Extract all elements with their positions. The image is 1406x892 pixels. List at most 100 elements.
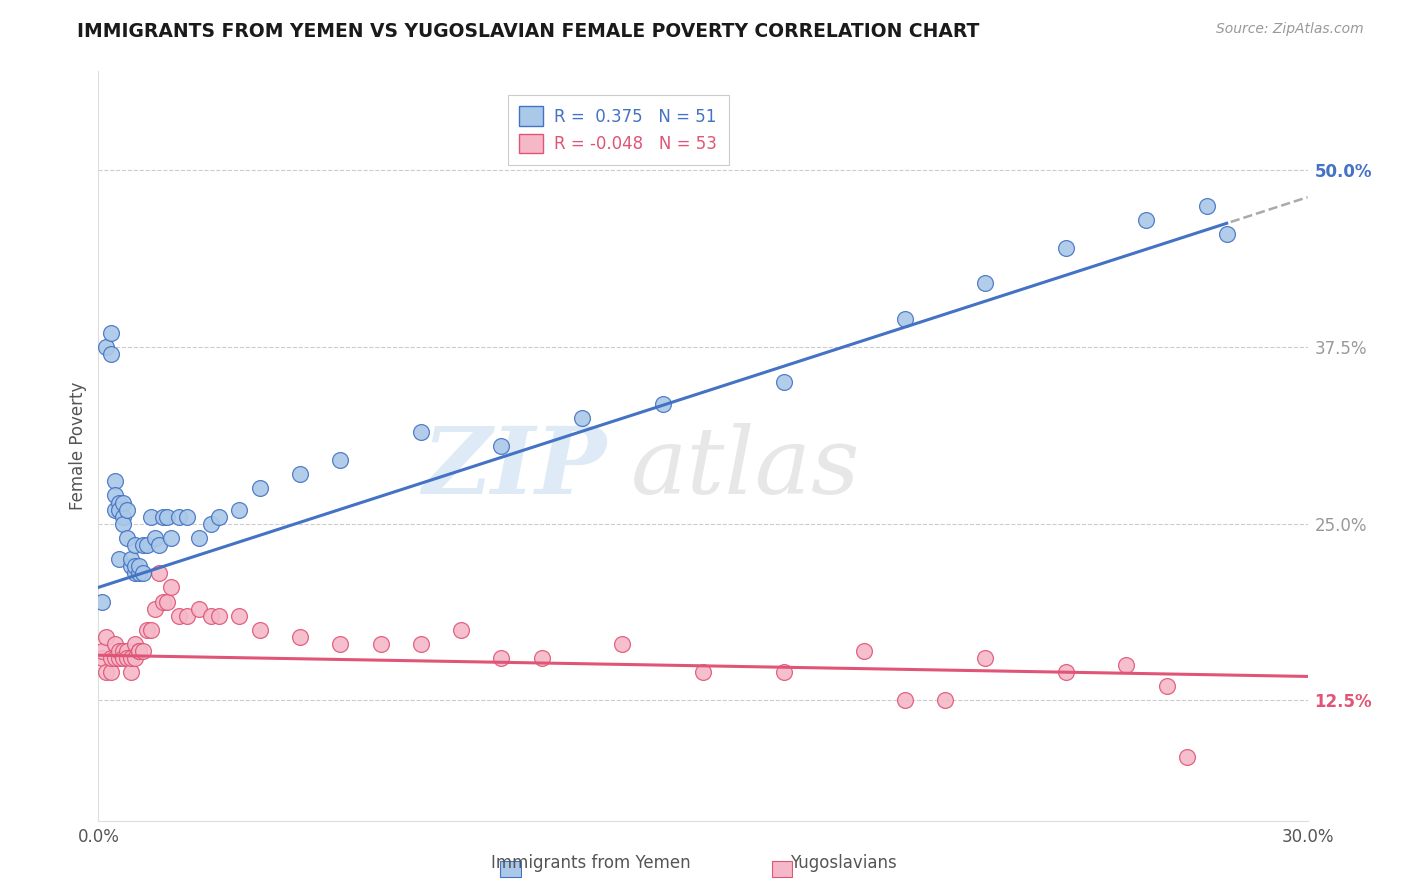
Point: [120, 665, 142, 680]
Point: [152, 509, 174, 524]
Point: [176, 608, 198, 623]
Point: [651, 396, 673, 410]
Point: [115, 531, 138, 545]
Bar: [772, 861, 792, 877]
Point: [103, 475, 125, 489]
Point: [107, 502, 129, 516]
Point: [135, 623, 157, 637]
Point: [156, 594, 179, 608]
Point: [772, 376, 794, 390]
Point: [124, 651, 146, 665]
Y-axis label: Female Poverty: Female Poverty: [69, 382, 87, 510]
Point: [249, 482, 271, 496]
Point: [96, 340, 118, 354]
Point: [124, 566, 146, 581]
Point: [974, 651, 997, 665]
Point: [124, 538, 146, 552]
Point: [107, 651, 129, 665]
Point: [128, 644, 150, 658]
Point: [288, 630, 311, 644]
Point: [143, 531, 166, 545]
Point: [115, 644, 138, 658]
Point: [228, 502, 250, 516]
Point: [124, 559, 146, 574]
Point: [612, 637, 634, 651]
Point: [148, 566, 170, 581]
Text: IMMIGRANTS FROM YEMEN VS YUGOSLAVIAN FEMALE POVERTY CORRELATION CHART: IMMIGRANTS FROM YEMEN VS YUGOSLAVIAN FEM…: [77, 22, 980, 41]
Point: [208, 509, 231, 524]
Point: [91, 651, 114, 665]
Point: [139, 623, 162, 637]
Text: ZIP: ZIP: [422, 424, 606, 514]
Point: [974, 277, 997, 291]
Point: [228, 608, 250, 623]
Text: Source: ZipAtlas.com: Source: ZipAtlas.com: [1216, 22, 1364, 37]
Point: [91, 594, 114, 608]
Point: [491, 651, 513, 665]
Point: [148, 538, 170, 552]
Point: [100, 651, 122, 665]
Text: Yugoslavians: Yugoslavians: [790, 855, 897, 872]
Point: [370, 637, 392, 651]
Point: [167, 608, 190, 623]
Point: [1135, 212, 1157, 227]
Point: [1156, 679, 1178, 693]
Point: [111, 495, 134, 509]
Point: [100, 665, 122, 680]
Point: [120, 559, 142, 574]
Point: [139, 509, 162, 524]
Point: [491, 439, 513, 453]
Point: [188, 531, 211, 545]
Point: [288, 467, 311, 482]
Point: [103, 488, 125, 502]
Point: [934, 693, 956, 707]
Point: [111, 651, 134, 665]
Point: [853, 644, 876, 658]
Point: [135, 538, 157, 552]
Point: [329, 637, 352, 651]
Point: [167, 509, 190, 524]
Point: [132, 538, 155, 552]
Point: [128, 644, 150, 658]
Point: [124, 637, 146, 651]
Text: Immigrants from Yemen: Immigrants from Yemen: [491, 855, 690, 872]
Point: [1216, 227, 1239, 241]
Point: [1054, 665, 1077, 680]
Point: [571, 410, 593, 425]
Point: [103, 637, 125, 651]
Point: [893, 693, 915, 707]
Legend: R =  0.375   N = 51, R = -0.048   N = 53: R = 0.375 N = 51, R = -0.048 N = 53: [508, 95, 728, 165]
Point: [115, 502, 138, 516]
Point: [160, 531, 183, 545]
Point: [1195, 199, 1218, 213]
Point: [111, 516, 134, 531]
Point: [176, 509, 198, 524]
Point: [772, 665, 794, 680]
Point: [132, 566, 155, 581]
Point: [111, 644, 134, 658]
Point: [103, 502, 125, 516]
Point: [143, 601, 166, 615]
Point: [156, 509, 179, 524]
Point: [329, 453, 352, 467]
Point: [96, 665, 118, 680]
Point: [132, 644, 155, 658]
Point: [96, 630, 118, 644]
Point: [107, 644, 129, 658]
Point: [128, 566, 150, 581]
Point: [100, 326, 122, 340]
Point: [208, 608, 231, 623]
Point: [91, 644, 114, 658]
Point: [107, 552, 129, 566]
Bar: [501, 861, 520, 877]
Text: atlas: atlas: [630, 424, 860, 514]
Point: [893, 311, 915, 326]
Point: [450, 623, 472, 637]
Point: [115, 651, 138, 665]
Point: [409, 425, 432, 439]
Point: [103, 651, 125, 665]
Point: [1175, 750, 1198, 764]
Point: [120, 552, 142, 566]
Point: [200, 516, 222, 531]
Point: [128, 559, 150, 574]
